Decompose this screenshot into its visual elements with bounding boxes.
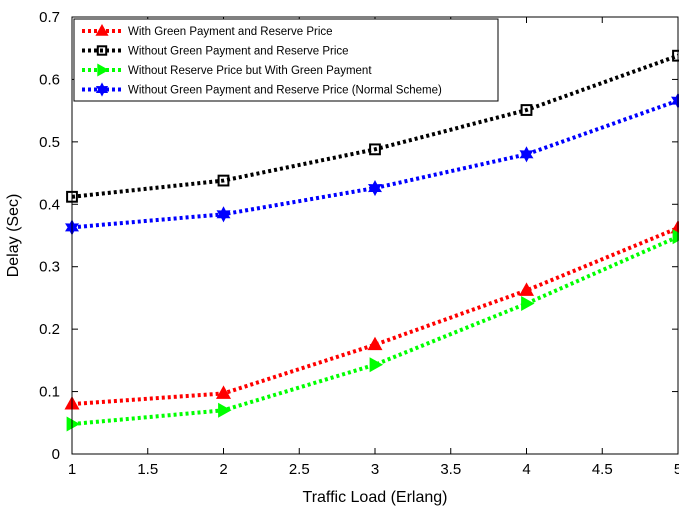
- y-tick-label: 0.4: [39, 196, 60, 213]
- legend-marker: [95, 23, 109, 36]
- legend-marker: [95, 82, 109, 97]
- data-point: [368, 179, 382, 197]
- y-tick-label: 0.1: [39, 384, 60, 401]
- data-point: [369, 357, 384, 373]
- data-point: [369, 143, 381, 156]
- series-line: [71, 234, 679, 427]
- legend-item: Without Green Payment and Reserve Price: [82, 45, 349, 58]
- x-tick-label: 2.5: [289, 461, 310, 478]
- data-point: [518, 282, 535, 296]
- legend-item: With Green Payment and Reserve Price: [82, 23, 333, 38]
- x-tick-label: 2: [219, 461, 227, 478]
- data-point: [519, 146, 534, 163]
- y-tick-label: 0: [52, 446, 60, 463]
- y-tick-label: 0.6: [39, 71, 60, 88]
- legend-label: With Green Payment and Reserve Price: [128, 26, 333, 38]
- data-point: [217, 174, 230, 187]
- x-tick-label: 5: [674, 461, 679, 478]
- y-axis-title: Delay (Sec): [5, 194, 22, 278]
- y-tick-label: 0.7: [39, 9, 60, 26]
- x-tick-label: 3: [371, 461, 379, 478]
- legend-label: Without Green Payment and Reserve Price …: [128, 85, 442, 97]
- data-point: [218, 402, 232, 418]
- legend-item: Without Reserve Price but With Green Pay…: [82, 63, 372, 77]
- legend: With Green Payment and Reserve Price With…: [73, 18, 499, 102]
- series-3: [66, 229, 679, 432]
- data-point: [520, 104, 533, 116]
- legend-label: Without Reserve Price but With Green Pay…: [128, 65, 372, 77]
- x-tick-label: 1: [68, 461, 76, 478]
- legend-box: [73, 18, 499, 102]
- x-tick-label: 4.5: [592, 461, 613, 478]
- x-tick-label: 1.5: [137, 461, 158, 478]
- legend-marker: [97, 63, 110, 77]
- x-tick-label: 3.5: [440, 461, 461, 478]
- legend-marker: [96, 45, 108, 56]
- x-tick-label: 4: [522, 461, 530, 478]
- data-point: [216, 206, 231, 223]
- data-point: [66, 416, 81, 432]
- legend-item: Without Green Payment and Reserve Price …: [82, 82, 442, 97]
- data-point: [215, 385, 232, 399]
- legend-label: Without Green Payment and Reserve Price: [128, 46, 349, 58]
- data-point: [521, 296, 535, 312]
- y-tick-label: 0.3: [39, 259, 60, 276]
- series-line: [71, 53, 679, 199]
- x-axis-title: Traffic Load (Erlang): [303, 489, 448, 506]
- y-tick-label: 0.5: [39, 134, 60, 151]
- y-tick-label: 0.2: [39, 321, 60, 338]
- data-point: [367, 336, 383, 351]
- ticks-layer: 1 1.5 2 2.5 3 3.5 4 4.5 5 0 0.1 0.2 0.3 0.4 0.5 0.6 0.7: [39, 9, 679, 478]
